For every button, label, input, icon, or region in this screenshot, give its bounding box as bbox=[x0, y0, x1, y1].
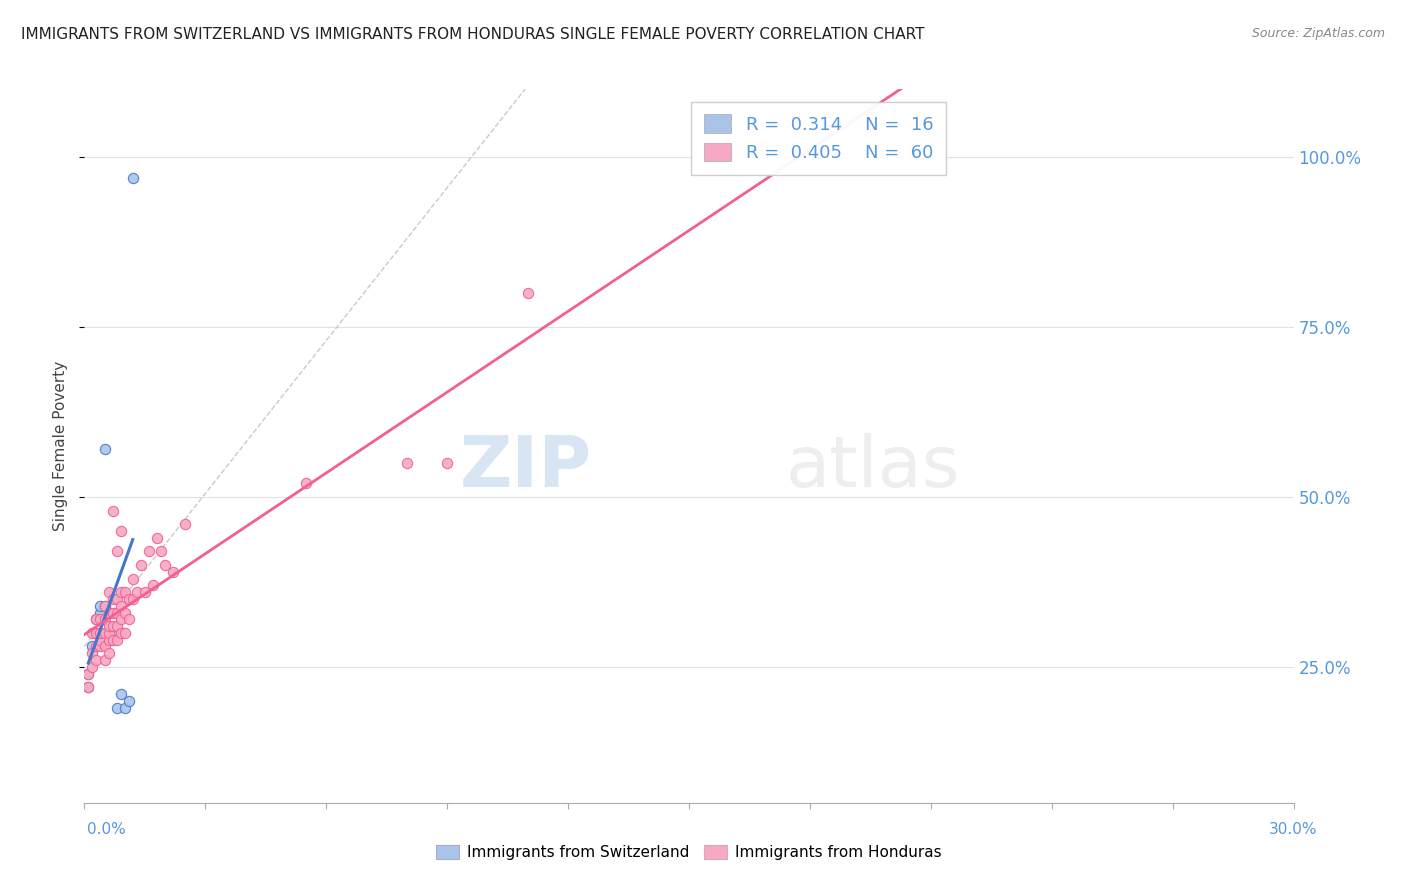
Point bbox=[395, 456, 418, 470]
Point bbox=[105, 619, 128, 633]
Point bbox=[86, 653, 108, 667]
Point bbox=[97, 606, 120, 620]
Point bbox=[97, 646, 120, 660]
Point bbox=[121, 572, 143, 586]
Point bbox=[97, 619, 120, 633]
Point bbox=[174, 517, 197, 532]
Point bbox=[101, 606, 124, 620]
Point bbox=[110, 585, 132, 599]
Point bbox=[86, 626, 108, 640]
Text: 0.0%: 0.0% bbox=[87, 822, 127, 837]
Legend: R =  0.314    N =  16, R =  0.405    N =  60: R = 0.314 N = 16, R = 0.405 N = 60 bbox=[692, 102, 946, 175]
Point bbox=[77, 666, 100, 681]
Point bbox=[110, 612, 132, 626]
Point bbox=[89, 640, 111, 654]
Point bbox=[134, 585, 156, 599]
Point bbox=[89, 599, 111, 613]
Point bbox=[97, 626, 120, 640]
Text: 30.0%: 30.0% bbox=[1270, 822, 1317, 837]
Point bbox=[153, 558, 176, 572]
Point bbox=[105, 700, 128, 714]
Point bbox=[129, 558, 152, 572]
Point bbox=[110, 687, 132, 701]
Point bbox=[86, 640, 108, 654]
Point bbox=[97, 585, 120, 599]
Point bbox=[93, 599, 115, 613]
Point bbox=[97, 606, 120, 620]
Point bbox=[105, 632, 128, 647]
Point bbox=[86, 612, 108, 626]
Point bbox=[93, 653, 115, 667]
Point bbox=[89, 606, 111, 620]
Point bbox=[436, 456, 458, 470]
Point bbox=[125, 585, 148, 599]
Point bbox=[110, 626, 132, 640]
Point bbox=[114, 606, 136, 620]
Point bbox=[295, 476, 318, 491]
Point bbox=[162, 565, 184, 579]
Point bbox=[93, 612, 115, 626]
Point bbox=[93, 599, 115, 613]
Point bbox=[101, 626, 124, 640]
Point bbox=[101, 619, 124, 633]
Point bbox=[118, 591, 141, 606]
Point bbox=[82, 660, 104, 674]
Point bbox=[77, 666, 100, 681]
Point bbox=[101, 591, 124, 606]
Point bbox=[101, 503, 124, 517]
Y-axis label: Single Female Poverty: Single Female Poverty bbox=[53, 361, 69, 531]
Point bbox=[101, 632, 124, 647]
Point bbox=[93, 640, 115, 654]
Point bbox=[82, 640, 104, 654]
Point bbox=[77, 680, 100, 694]
Point bbox=[93, 626, 115, 640]
Point bbox=[82, 626, 104, 640]
Point bbox=[114, 585, 136, 599]
Point bbox=[86, 626, 108, 640]
Point bbox=[77, 680, 100, 694]
Point bbox=[114, 700, 136, 714]
Point bbox=[93, 442, 115, 457]
Point bbox=[121, 170, 143, 185]
Text: Source: ZipAtlas.com: Source: ZipAtlas.com bbox=[1251, 27, 1385, 40]
Text: ZIP: ZIP bbox=[460, 433, 592, 502]
Point bbox=[82, 646, 104, 660]
Point bbox=[118, 694, 141, 708]
Point bbox=[114, 626, 136, 640]
Point bbox=[118, 612, 141, 626]
Point bbox=[146, 531, 169, 545]
Point bbox=[105, 591, 128, 606]
Point bbox=[89, 632, 111, 647]
Point bbox=[149, 544, 172, 558]
Text: atlas: atlas bbox=[786, 433, 960, 502]
Point bbox=[97, 632, 120, 647]
Point bbox=[89, 612, 111, 626]
Point bbox=[105, 606, 128, 620]
Text: IMMIGRANTS FROM SWITZERLAND VS IMMIGRANTS FROM HONDURAS SINGLE FEMALE POVERTY CO: IMMIGRANTS FROM SWITZERLAND VS IMMIGRANT… bbox=[21, 27, 925, 42]
Point bbox=[121, 591, 143, 606]
Point bbox=[105, 544, 128, 558]
Point bbox=[138, 544, 160, 558]
Point bbox=[110, 524, 132, 538]
Point bbox=[142, 578, 165, 592]
Point bbox=[516, 286, 538, 301]
Point bbox=[89, 626, 111, 640]
Point bbox=[86, 612, 108, 626]
Point bbox=[110, 599, 132, 613]
